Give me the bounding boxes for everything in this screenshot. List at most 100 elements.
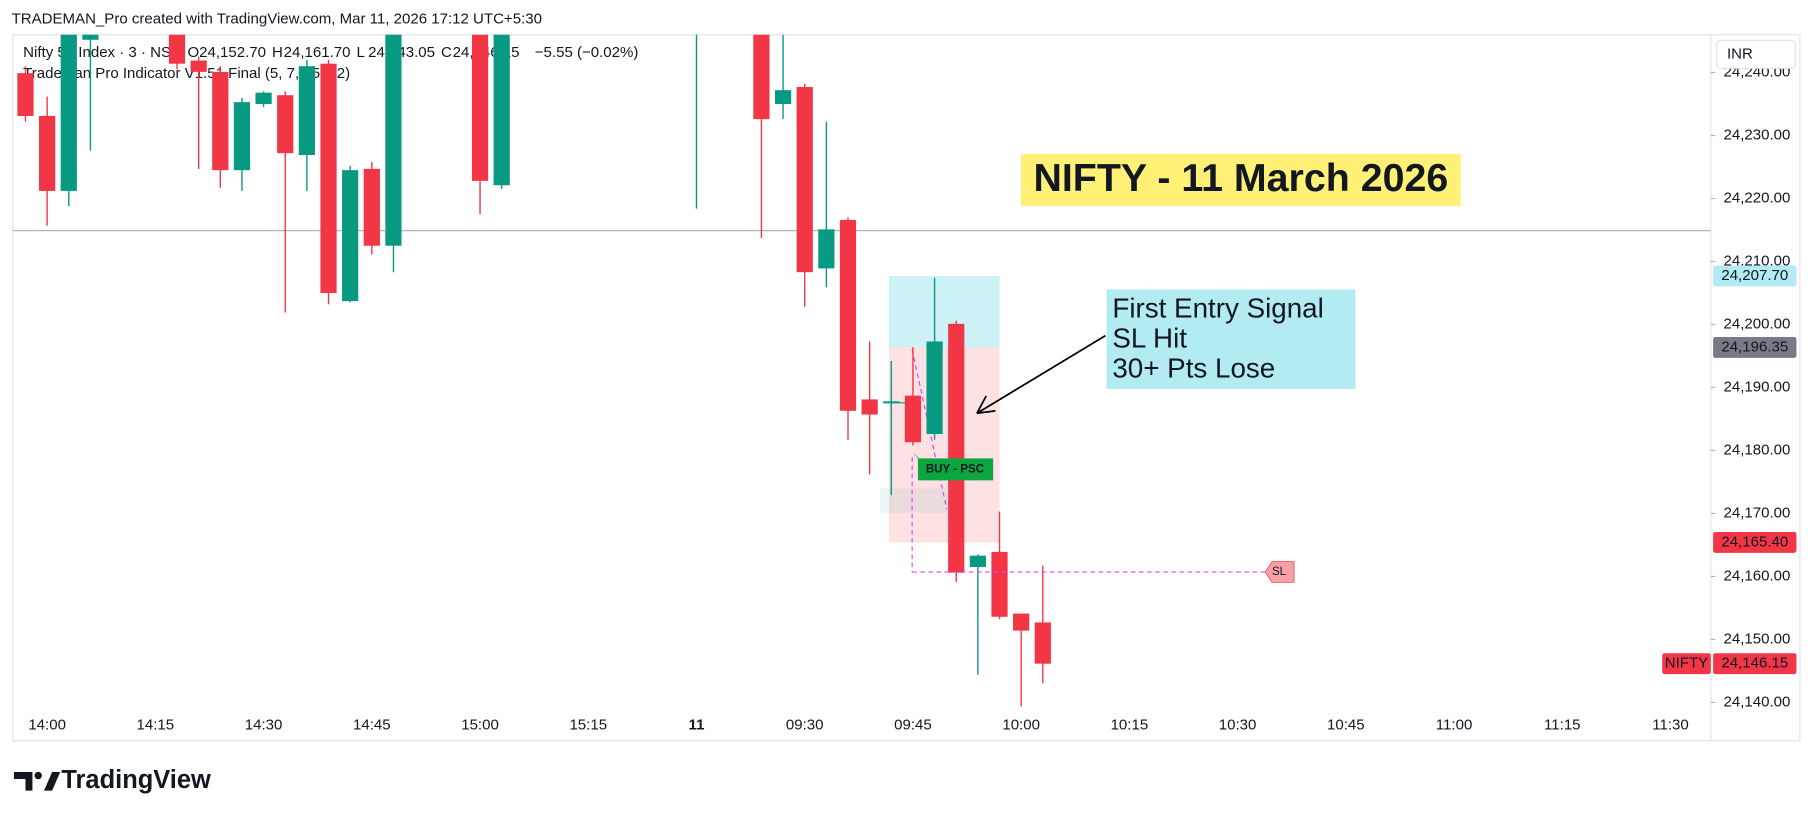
x-tick-label: 10:45 — [1327, 717, 1365, 734]
target-price-bg — [1713, 265, 1797, 287]
candle-body — [796, 87, 813, 273]
stop-price-bg — [1713, 531, 1797, 553]
candle-body — [926, 341, 943, 435]
candle-body — [39, 115, 56, 191]
candle-body — [82, 34, 99, 40]
brand-name: TradingView — [61, 766, 211, 794]
candle-body — [471, 34, 489, 181]
candle-body — [277, 95, 294, 154]
currency: INR — [1727, 45, 1753, 62]
candle-body — [948, 323, 965, 573]
candle-body — [839, 219, 857, 411]
y-tick-label: 24,200.00 — [1724, 315, 1791, 332]
ohlc-key: H — [272, 44, 283, 61]
x-tick-label: 09:30 — [786, 717, 824, 734]
candle-body — [363, 168, 380, 246]
candle-body — [298, 66, 315, 156]
sl-tag-label: SL — [1272, 566, 1287, 578]
target-zone — [888, 275, 1000, 348]
candle-body — [1013, 613, 1030, 631]
target-price: 24,207.70 — [1721, 267, 1788, 284]
title-box — [1020, 153, 1461, 207]
candle-body — [212, 71, 229, 171]
currency-box — [1716, 39, 1796, 69]
x-tick-label: 14:30 — [245, 717, 283, 734]
candle-body — [1034, 622, 1051, 664]
x-tick-label: 15:00 — [461, 717, 499, 734]
stop-price: 24,165.40 — [1721, 533, 1788, 550]
candle-body — [320, 63, 337, 293]
x-tick-label: 11 — [689, 717, 705, 734]
signal-zone — [879, 488, 947, 513]
plot-layer: 24,140.00 24,150.00 24,160.00 24,170.00 24,1… — [12, 0, 1797, 734]
annotation-line: First Entry Signal — [1112, 293, 1323, 324]
candle-body — [233, 102, 251, 171]
candle-body — [493, 34, 510, 186]
ohlc-key: L — [357, 44, 365, 61]
plot-area: SL BUY - PSC — [12, 0, 1711, 707]
buy-signal-tag — [912, 451, 994, 481]
candle-body — [688, 0, 704, 28]
candle-body — [17, 73, 34, 116]
sl-tag — [1264, 561, 1295, 583]
candle-body — [861, 399, 878, 415]
stop-zone — [888, 347, 1000, 543]
x-tick-label: 10:15 — [1111, 717, 1149, 734]
y-tick-label: 24,150.00 — [1724, 630, 1791, 647]
candle-body — [255, 92, 272, 105]
buy-signal-label: BUY - PSC — [926, 463, 985, 475]
x-tick-label: 10:00 — [1002, 717, 1040, 734]
candle-body — [60, 34, 77, 191]
candle-body — [190, 60, 207, 72]
candle-body — [818, 229, 835, 269]
candle-body — [753, 34, 770, 120]
change-legend: −5.55 (−0.02%) — [535, 44, 639, 61]
y-tick-label: 24,140.00 — [1724, 693, 1791, 710]
ohlc-key: C — [441, 44, 452, 61]
ohlc-value: 24,161.70 — [284, 44, 351, 61]
candle-body — [168, 34, 186, 64]
annotation-line: 30+ Pts Lose — [1112, 353, 1275, 384]
x-tick-label: 14:00 — [28, 717, 66, 734]
ohlc-value: 24,152.70 — [199, 44, 266, 61]
y-tick-label: 24,220.00 — [1724, 189, 1791, 206]
x-tick-label: 10:30 — [1219, 717, 1257, 734]
candle-body — [904, 395, 922, 443]
annotation-arrow — [976, 334, 1106, 415]
symbol-legend: Nifty 50 Index · 3 · NSE — [23, 44, 181, 61]
annotation-box — [1106, 289, 1356, 389]
annotation-line: SL Hit — [1112, 323, 1187, 354]
y-tick-label: 24,160.00 — [1724, 567, 1791, 584]
x-tick-label: 14:45 — [353, 717, 391, 734]
chart-title: NIFTY - 11 March 2026 — [1033, 156, 1448, 200]
y-tick-label: 24,210.00 — [1724, 252, 1791, 269]
y-tick-label: 24,190.00 — [1724, 378, 1791, 395]
entry-price: 24,196.35 — [1721, 338, 1788, 355]
header: TRADEMAN_Pro created with TradingView.co… — [12, 11, 542, 28]
indicator-legend: TradeMan Pro Indicator V1.51 Final (5, 7… — [23, 65, 350, 82]
last-price-name: NIFTY — [1665, 655, 1708, 672]
candle-body — [385, 34, 402, 246]
x-tick-label: 09:45 — [894, 717, 932, 734]
last-price-bg — [1713, 653, 1797, 675]
candle-body — [883, 401, 900, 403]
x-tick-label: 11:00 — [1436, 717, 1473, 734]
last-price: 24,146.15 — [1721, 655, 1788, 672]
y-tick-label: 24,230.00 — [1724, 126, 1791, 143]
candle-body — [969, 555, 986, 567]
x-tick-label: 15:15 — [569, 717, 607, 734]
y-tick-label: 24,170.00 — [1724, 504, 1791, 521]
last-price-name-bg — [1662, 653, 1711, 675]
ohlc-key: O — [188, 44, 200, 61]
brand-logo — [13, 771, 61, 791]
entry-price-bg — [1713, 337, 1797, 358]
candle-body — [342, 170, 359, 302]
x-tick-label: 11:30 — [1652, 717, 1689, 734]
x-tick-label: 14:15 — [137, 717, 175, 734]
y-tick-label: 24,180.00 — [1724, 441, 1791, 458]
x-tick-label: 11:15 — [1544, 717, 1581, 734]
candle-body — [774, 90, 792, 105]
candle-body — [991, 551, 1008, 617]
